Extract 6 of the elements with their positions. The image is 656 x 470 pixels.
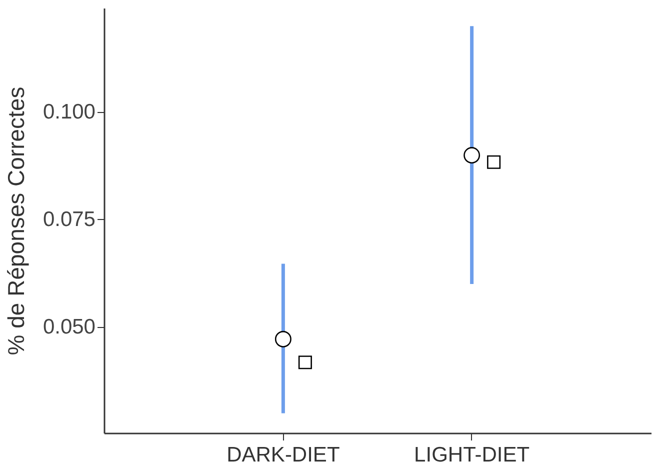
- y-axis-title: % de Réponses Correctes: [2, 86, 29, 356]
- x-tick-label: LIGHT-DIET: [414, 444, 530, 466]
- y-tick-label: 0.050: [42, 316, 96, 339]
- x-tick-label: DARK-DIET: [226, 444, 340, 466]
- y-tick-label: 0.075: [42, 208, 96, 231]
- y-tick-label: 0.100: [42, 100, 96, 124]
